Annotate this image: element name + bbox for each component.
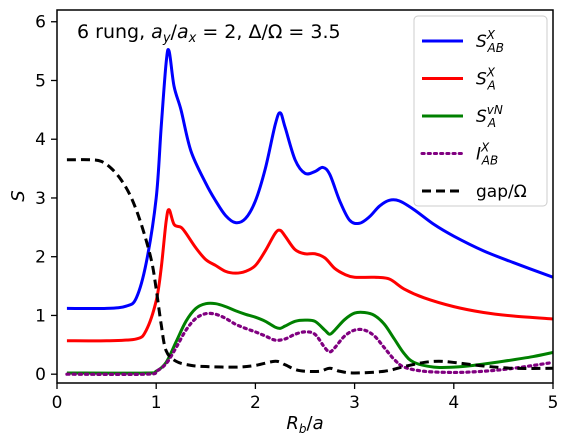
series-line-0 xyxy=(66,48,553,311)
legend-label-1: SX A xyxy=(476,66,496,93)
x-axis: 0 1 2 3 4 5 xyxy=(52,383,559,413)
y-tick-label: 5 xyxy=(35,71,46,91)
series-layer xyxy=(65,48,553,377)
x-tick-label: 0 xyxy=(52,393,63,413)
series-line-1 xyxy=(66,208,553,343)
y-tick-label: 3 xyxy=(35,189,46,209)
y-tick-label: 6 xyxy=(35,13,46,33)
series-line-3 xyxy=(65,311,553,377)
x-tick-label: 3 xyxy=(349,393,360,413)
y-tick-label: 2 xyxy=(35,248,46,268)
y-axis: 0 1 2 3 4 5 6 xyxy=(35,13,57,385)
y-tick-label: 4 xyxy=(35,130,46,150)
y-tick-label: 1 xyxy=(35,306,46,326)
x-tick-label: 4 xyxy=(448,393,459,413)
x-tick-label: 2 xyxy=(250,393,261,413)
legend-label-4: gap/Ω xyxy=(476,182,527,202)
plot-frame xyxy=(56,9,554,384)
chart-title: 6 rung, ay/ax = 2, Δ/Ω = 3.5 xyxy=(77,21,341,46)
series-line-2 xyxy=(66,301,553,375)
legend-label-2: SvN A xyxy=(476,103,503,130)
legend-label-0: SX AB xyxy=(476,28,504,55)
x-tick-label: 1 xyxy=(151,393,162,413)
x-tick-label: 5 xyxy=(548,393,559,413)
legend-box xyxy=(413,15,548,207)
y-tick-label: 0 xyxy=(35,365,46,385)
legend-label-3: IX AB xyxy=(476,141,498,168)
x-axis-label: Rb/a xyxy=(286,413,323,436)
y-axis-label: S xyxy=(8,190,29,201)
series-line-4 xyxy=(66,158,553,375)
legend: SX AB SX A SvN A IX AB gap/Ω xyxy=(413,15,548,207)
